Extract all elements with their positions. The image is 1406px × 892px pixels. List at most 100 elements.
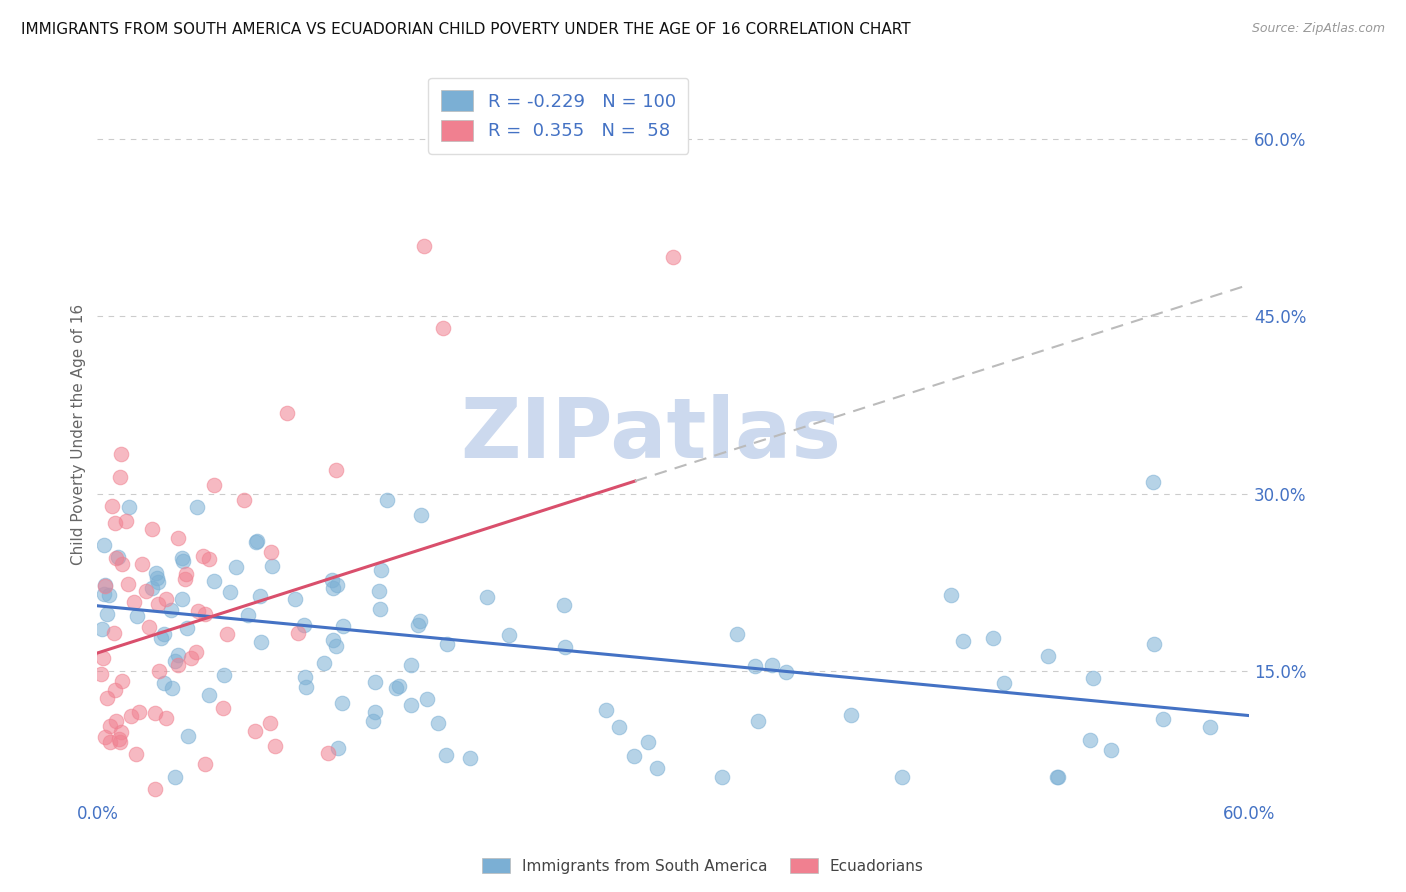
Point — [368, 602, 391, 616]
Point — [316, 747, 339, 761]
Point — [103, 626, 125, 640]
Point — [105, 714, 128, 728]
Point — [1078, 733, 1101, 747]
Point — [412, 238, 434, 252]
Point — [498, 628, 520, 642]
Point — [725, 626, 748, 640]
Point — [98, 734, 121, 748]
Point — [150, 631, 173, 645]
Point — [107, 550, 129, 565]
Point — [839, 708, 862, 723]
Point — [111, 674, 134, 689]
Point — [761, 658, 783, 673]
Point — [775, 665, 797, 679]
Point — [202, 574, 225, 589]
Point — [368, 584, 391, 599]
Point — [93, 538, 115, 552]
Text: ZIPatlas: ZIPatlas — [460, 394, 841, 475]
Point — [211, 700, 233, 714]
Point — [184, 645, 207, 659]
Point — [322, 633, 344, 648]
Point — [120, 709, 142, 723]
Point — [1199, 719, 1222, 733]
Point — [1152, 712, 1174, 726]
Point — [94, 578, 117, 592]
Point — [198, 552, 221, 566]
Y-axis label: Child Poverty Under the Age of 16: Child Poverty Under the Age of 16 — [72, 304, 86, 566]
Point — [243, 723, 266, 738]
Point — [94, 730, 117, 744]
Point — [332, 619, 354, 633]
Point — [952, 633, 974, 648]
Point — [97, 588, 120, 602]
Point — [553, 598, 575, 612]
Legend: Immigrants from South America, Ecuadorians: Immigrants from South America, Ecuadoria… — [477, 852, 929, 880]
Point — [114, 514, 136, 528]
Point — [108, 470, 131, 484]
Point — [325, 640, 347, 654]
Point — [124, 595, 146, 609]
Point — [245, 534, 267, 549]
Point — [135, 583, 157, 598]
Point — [148, 664, 170, 678]
Point — [131, 557, 153, 571]
Point — [326, 577, 349, 591]
Point — [141, 523, 163, 537]
Point — [1047, 770, 1070, 784]
Point — [170, 550, 193, 565]
Point — [91, 622, 114, 636]
Point — [163, 770, 186, 784]
Point — [662, 251, 685, 265]
Point — [260, 545, 283, 559]
Point — [595, 703, 617, 717]
Point — [939, 588, 962, 602]
Point — [747, 714, 769, 729]
Point — [294, 670, 316, 684]
Point — [399, 657, 422, 672]
Point — [104, 683, 127, 698]
Point — [637, 734, 659, 748]
Point — [193, 549, 215, 563]
Point — [263, 739, 285, 753]
Point — [363, 675, 385, 690]
Point — [426, 716, 449, 731]
Point — [363, 706, 385, 720]
Point — [118, 500, 141, 515]
Point — [249, 589, 271, 603]
Point — [194, 607, 217, 621]
Point — [212, 667, 235, 681]
Point — [160, 681, 183, 695]
Point — [143, 781, 166, 796]
Point — [645, 761, 668, 775]
Point — [232, 493, 254, 508]
Point — [623, 748, 645, 763]
Point — [330, 696, 353, 710]
Point — [260, 558, 283, 573]
Point — [166, 657, 188, 672]
Point — [103, 516, 125, 530]
Point — [163, 654, 186, 668]
Point — [458, 751, 481, 765]
Point — [90, 666, 112, 681]
Point — [554, 640, 576, 655]
Point — [409, 614, 432, 628]
Point — [104, 550, 127, 565]
Point — [160, 603, 183, 617]
Point — [110, 725, 132, 739]
Point — [148, 598, 170, 612]
Point — [167, 531, 190, 545]
Point — [98, 719, 121, 733]
Point — [138, 620, 160, 634]
Point — [388, 679, 411, 693]
Point — [167, 648, 190, 663]
Point — [370, 563, 392, 577]
Point — [385, 681, 408, 695]
Point — [176, 621, 198, 635]
Point — [238, 608, 260, 623]
Point — [399, 698, 422, 712]
Point — [250, 634, 273, 648]
Point — [246, 534, 269, 549]
Legend: R = -0.229   N = 100, R =  0.355   N =  58: R = -0.229 N = 100, R = 0.355 N = 58 — [427, 78, 689, 153]
Point — [744, 658, 766, 673]
Point — [141, 581, 163, 595]
